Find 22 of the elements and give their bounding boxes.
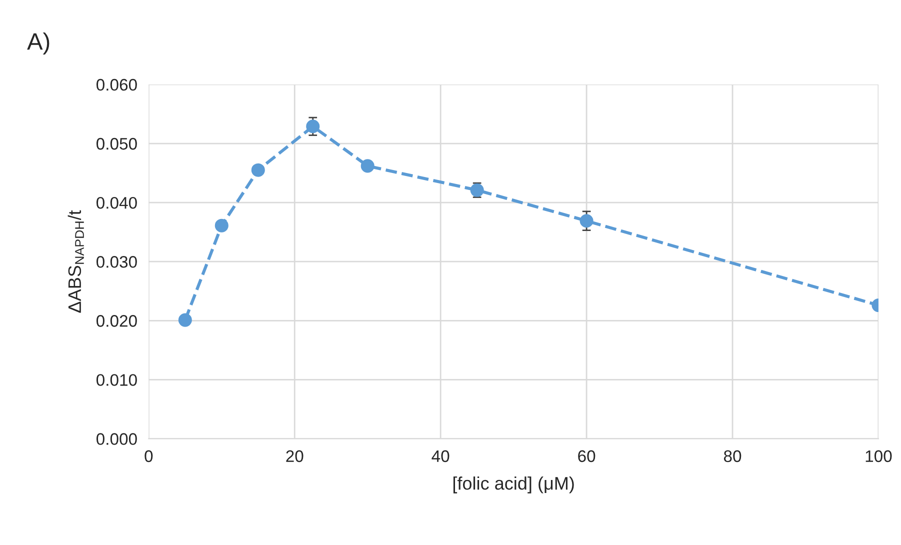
y-tick-label: 0.000	[96, 433, 137, 445]
x-axis-title: [folic acid] (μM)	[453, 476, 574, 494]
point	[360, 159, 374, 173]
y-tick-label: 0.030	[96, 256, 137, 268]
x-tick-label: 80	[724, 450, 742, 462]
point	[178, 313, 192, 327]
x-tick-label: 60	[578, 450, 596, 462]
y-tick-label: 0.060	[96, 78, 137, 91]
point	[251, 163, 265, 177]
text: A)	[27, 32, 50, 54]
point	[580, 214, 594, 228]
x-tick-label: 0	[144, 450, 153, 462]
y-tick-label: 0.020	[96, 315, 137, 327]
point	[214, 218, 228, 232]
y-tick-label: 0.050	[96, 138, 137, 150]
y-tick-label: 0.040	[96, 196, 137, 209]
y-axis-title: ΔABS$_{NAPDH}$/t	[68, 210, 84, 313]
x-tick-label: 40	[432, 450, 450, 462]
point	[306, 120, 320, 134]
x-tick-label: 100	[866, 450, 892, 462]
x-tick-label: 20	[286, 450, 304, 462]
y-tick-label: 0.010	[96, 374, 137, 386]
